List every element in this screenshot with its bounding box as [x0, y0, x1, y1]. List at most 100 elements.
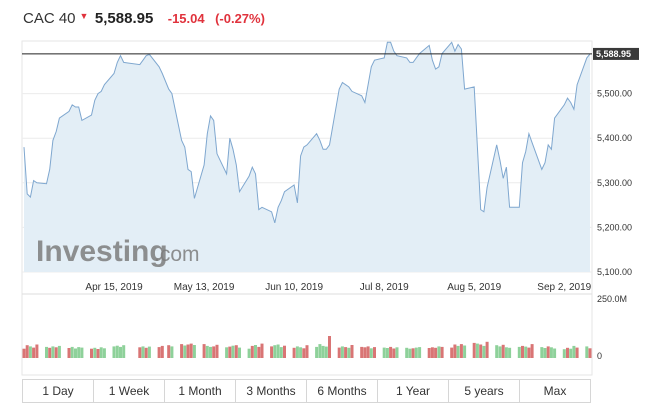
volume-bar: [369, 348, 373, 358]
volume-bar: [225, 347, 229, 358]
volume-bar: [566, 347, 569, 358]
volume-bar: [77, 347, 81, 358]
range-selector: 1 Day 1 Week 1 Month 3 Months 6 Months 1 Year…: [22, 379, 591, 403]
volume-bar: [231, 345, 235, 358]
volume-bar: [48, 347, 52, 358]
volume-bar: [80, 347, 84, 358]
price-tick-label: 5,200.00: [597, 222, 632, 232]
volume-bar: [575, 347, 579, 358]
volume-bar: [588, 348, 592, 358]
volume-bar: [144, 347, 148, 358]
volume-bar: [22, 348, 26, 358]
volume-bar: [70, 346, 74, 358]
volume-bar: [170, 346, 174, 358]
volume-bar: [549, 347, 553, 358]
volume-bar: [360, 346, 364, 358]
volume-bar: [324, 346, 328, 358]
volume-bar: [234, 345, 238, 358]
volume-bar: [260, 343, 264, 358]
range-button-1-month[interactable]: 1 Month: [165, 380, 236, 402]
volume-bar: [295, 346, 299, 358]
volume-bar: [302, 348, 306, 358]
price-line[interactable]: [23, 41, 591, 224]
volume-bar: [141, 346, 145, 358]
volume-bar: [382, 347, 386, 358]
volume-bar: [45, 346, 48, 358]
volume-bar: [414, 347, 418, 358]
volume-bar: [315, 346, 319, 358]
watermark-brand: Investing: [36, 235, 168, 268]
volume-bar: [115, 345, 119, 358]
volume-bar: [74, 348, 77, 358]
volume-bar: [202, 344, 206, 358]
volume-bar: [475, 343, 479, 358]
volume-bar: [205, 345, 209, 358]
volume-zero-label: 0: [597, 351, 602, 361]
price-change: -15.04: [167, 11, 205, 26]
volume-bar: [373, 347, 376, 358]
volume-bar: [228, 346, 232, 358]
down-arrow-icon: ▼: [79, 11, 89, 21]
range-button-5-years[interactable]: 5 years: [449, 380, 520, 402]
volume-bar: [122, 345, 126, 358]
volume-bar: [524, 346, 528, 358]
volume-bar: [167, 345, 171, 358]
volume-bar: [363, 347, 367, 358]
volume-bar: [389, 346, 393, 358]
range-button-3-months[interactable]: 3 Months: [236, 380, 307, 402]
volume-bar: [501, 344, 505, 358]
volume-bar: [99, 347, 103, 358]
volume-bar: [212, 346, 216, 358]
quote-header: CAC 40 ▼ 5,588.95 -15.04 (-0.27%): [23, 10, 265, 32]
volume-bar: [183, 345, 187, 358]
volume-bar: [292, 347, 296, 358]
price-chart[interactable]: Investing .com 5,588.95 5,100.00 5,200.00…: [0, 0, 667, 379]
volume-bar: [344, 347, 348, 358]
last-price: 5,588.95: [94, 10, 154, 27]
volume-bar: [366, 346, 370, 358]
volume-bar: [102, 348, 106, 358]
volume-bar: [546, 346, 550, 358]
volume-bar: [186, 344, 190, 358]
volume-bar: [418, 347, 422, 358]
range-button-1-day[interactable]: 1 Day: [23, 380, 94, 402]
volume-bar: [553, 348, 557, 358]
volume-bar: [299, 347, 303, 358]
volume-bar: [427, 348, 431, 358]
date-tick-label: Aug 5, 2019: [447, 282, 501, 293]
volume-bar: [530, 344, 534, 358]
volume-bar: [340, 346, 344, 358]
volume-bar: [508, 347, 512, 358]
range-button-max[interactable]: Max: [543, 384, 567, 398]
volume-bar: [119, 346, 122, 358]
volume-bar: [456, 345, 460, 358]
watermark-suffix: .com: [154, 243, 200, 266]
volume-bar: [215, 344, 219, 358]
volume-bar: [434, 347, 438, 358]
volume-bar: [57, 345, 61, 358]
volume-bar: [495, 345, 499, 358]
volume-bars: [22, 336, 592, 358]
date-tick-label: Jul 8, 2019: [360, 282, 409, 293]
price-tick-label: 5,500.00: [597, 89, 632, 99]
range-button-6-months[interactable]: 6 Months: [307, 380, 378, 402]
volume-bar: [192, 345, 196, 358]
volume-bar: [569, 348, 573, 358]
volume-bar: [279, 347, 283, 358]
volume-bar: [504, 347, 508, 358]
volume-bar: [337, 347, 341, 358]
volume-bar: [276, 344, 280, 358]
price-axis: 5,100.00 5,200.00 5,300.00 5,400.00 5,500.00: [597, 89, 632, 277]
volume-bar: [35, 344, 39, 358]
volume-bar: [250, 345, 254, 358]
range-button-1-week[interactable]: 1 Week: [94, 380, 165, 402]
price-tick-label: 5,100.00: [597, 267, 632, 277]
last-price-tag: [593, 47, 639, 60]
volume-bar: [517, 346, 521, 358]
volume-bar: [318, 344, 322, 358]
volume-bar: [270, 346, 274, 358]
volume-bar: [498, 346, 502, 358]
range-button-1-year[interactable]: 1 Year: [378, 380, 449, 402]
volume-max-label: 250.0M: [597, 294, 627, 304]
chart-frame: [21, 40, 593, 376]
